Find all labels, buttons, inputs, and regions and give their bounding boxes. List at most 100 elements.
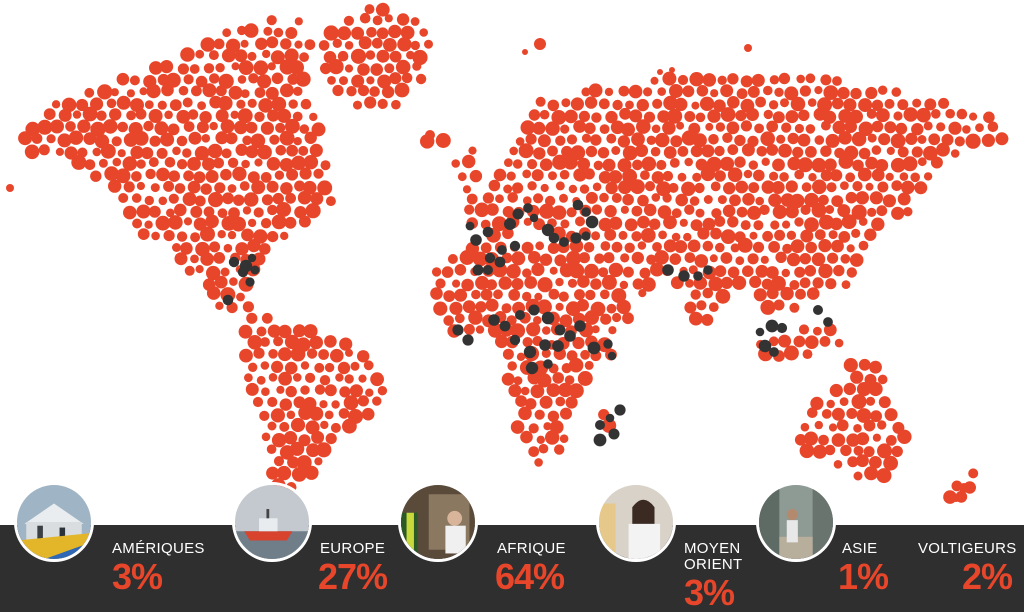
- map-dot: [314, 457, 323, 466]
- map-dot: [702, 73, 717, 87]
- region-moyen-orient[interactable]: MOYEN ORIENT 3%: [590, 482, 750, 612]
- map-dot: [605, 181, 618, 195]
- map-dot: [309, 406, 324, 421]
- map-dot: [818, 434, 829, 446]
- map-dot: [327, 76, 336, 85]
- map-dot: [507, 192, 518, 203]
- map-dot: [412, 49, 428, 66]
- map-dot: [857, 167, 872, 182]
- map-dot: [710, 227, 722, 240]
- map-dot: [174, 183, 186, 194]
- map-dot: [559, 434, 569, 444]
- map-dot: [878, 396, 891, 409]
- map-dot: [746, 108, 759, 121]
- map-dot: [284, 361, 298, 375]
- map-dot: [176, 231, 188, 242]
- map-dot-highlight: [482, 226, 494, 238]
- map-dot: [875, 159, 889, 172]
- map-dot: [454, 313, 465, 324]
- map-dot: [727, 144, 739, 156]
- map-dot: [318, 40, 330, 51]
- map-dot: [280, 83, 294, 98]
- region-europe[interactable]: EUROPE 27%: [220, 482, 400, 612]
- map-dot: [242, 301, 254, 313]
- map-dot: [116, 72, 130, 86]
- map-dot: [885, 172, 894, 181]
- map-dot: [245, 121, 258, 134]
- map-dot: [863, 419, 876, 432]
- map-dot: [850, 87, 862, 100]
- map-dot: [90, 170, 102, 182]
- map-dot: [581, 133, 592, 143]
- map-dot: [652, 242, 662, 252]
- map-dot: [891, 87, 902, 97]
- map-dot: [742, 265, 754, 278]
- map-dot: [141, 147, 154, 160]
- map-dot: [200, 37, 216, 52]
- map-dot: [622, 193, 634, 206]
- map-dot: [255, 37, 268, 50]
- map-dot: [558, 382, 573, 398]
- map-dot: [650, 76, 659, 85]
- map-dot: [364, 4, 375, 15]
- map-dot: [598, 98, 610, 110]
- map-dot: [284, 48, 299, 63]
- map-dot: [376, 27, 389, 40]
- map-dot: [551, 110, 567, 125]
- map-dot: [256, 375, 266, 385]
- map-dot-highlight: [603, 339, 613, 349]
- region-asie[interactable]: ASIE 1%: [750, 482, 900, 612]
- map-dot: [669, 84, 683, 98]
- map-dot: [995, 132, 1009, 146]
- map-dot: [819, 214, 834, 230]
- map-dot: [206, 265, 221, 281]
- map-dot: [293, 137, 302, 146]
- map-dot: [149, 135, 161, 147]
- map-dot: [682, 85, 695, 98]
- map-dot-highlight: [559, 237, 569, 247]
- region-afrique[interactable]: AFRIQUE 64%: [398, 482, 590, 612]
- map-dot: [243, 23, 259, 38]
- map-dot: [785, 180, 798, 193]
- map-dot: [293, 373, 302, 382]
- region-ameriques[interactable]: AMÉRIQUES 3%: [0, 482, 220, 612]
- map-dot: [807, 407, 818, 419]
- map-dot: [766, 287, 779, 300]
- map-dot: [528, 109, 541, 121]
- map-dot: [871, 217, 885, 231]
- map-dot: [624, 218, 638, 232]
- map-dot: [482, 192, 494, 204]
- region-voltigeurs[interactable]: VOLTIGEURS 2%: [900, 525, 1024, 612]
- office-woman-photo: [596, 482, 676, 562]
- map-dot: [51, 100, 61, 109]
- map-dot: [677, 146, 689, 157]
- map-dot-highlight: [484, 252, 496, 264]
- map-dot: [231, 216, 246, 232]
- map-dot: [743, 169, 753, 179]
- map-dot: [209, 121, 218, 131]
- map-dot: [154, 121, 169, 136]
- map-dot: [650, 262, 664, 277]
- map-dot: [597, 147, 610, 159]
- map-dot: [690, 289, 701, 300]
- map-dot: [798, 324, 810, 335]
- map-dot-highlight: [607, 351, 617, 361]
- map-dot: [325, 433, 337, 445]
- map-dot-highlight: [228, 256, 240, 268]
- map-dot: [742, 193, 755, 206]
- map-dot: [330, 422, 341, 433]
- map-dot: [711, 208, 722, 219]
- map-dot: [306, 348, 318, 359]
- map-dot: [253, 60, 269, 76]
- map-dot: [759, 204, 770, 215]
- map-dot: [230, 110, 239, 120]
- map-dot: [794, 266, 806, 278]
- map-dot: [196, 121, 209, 134]
- map-dot: [631, 205, 643, 217]
- map-dot: [263, 26, 273, 36]
- map-dot: [657, 87, 666, 96]
- map-dot-highlight: [470, 234, 482, 246]
- map-dot: [343, 395, 359, 411]
- map-dot: [273, 456, 285, 467]
- map-dot: [722, 204, 736, 218]
